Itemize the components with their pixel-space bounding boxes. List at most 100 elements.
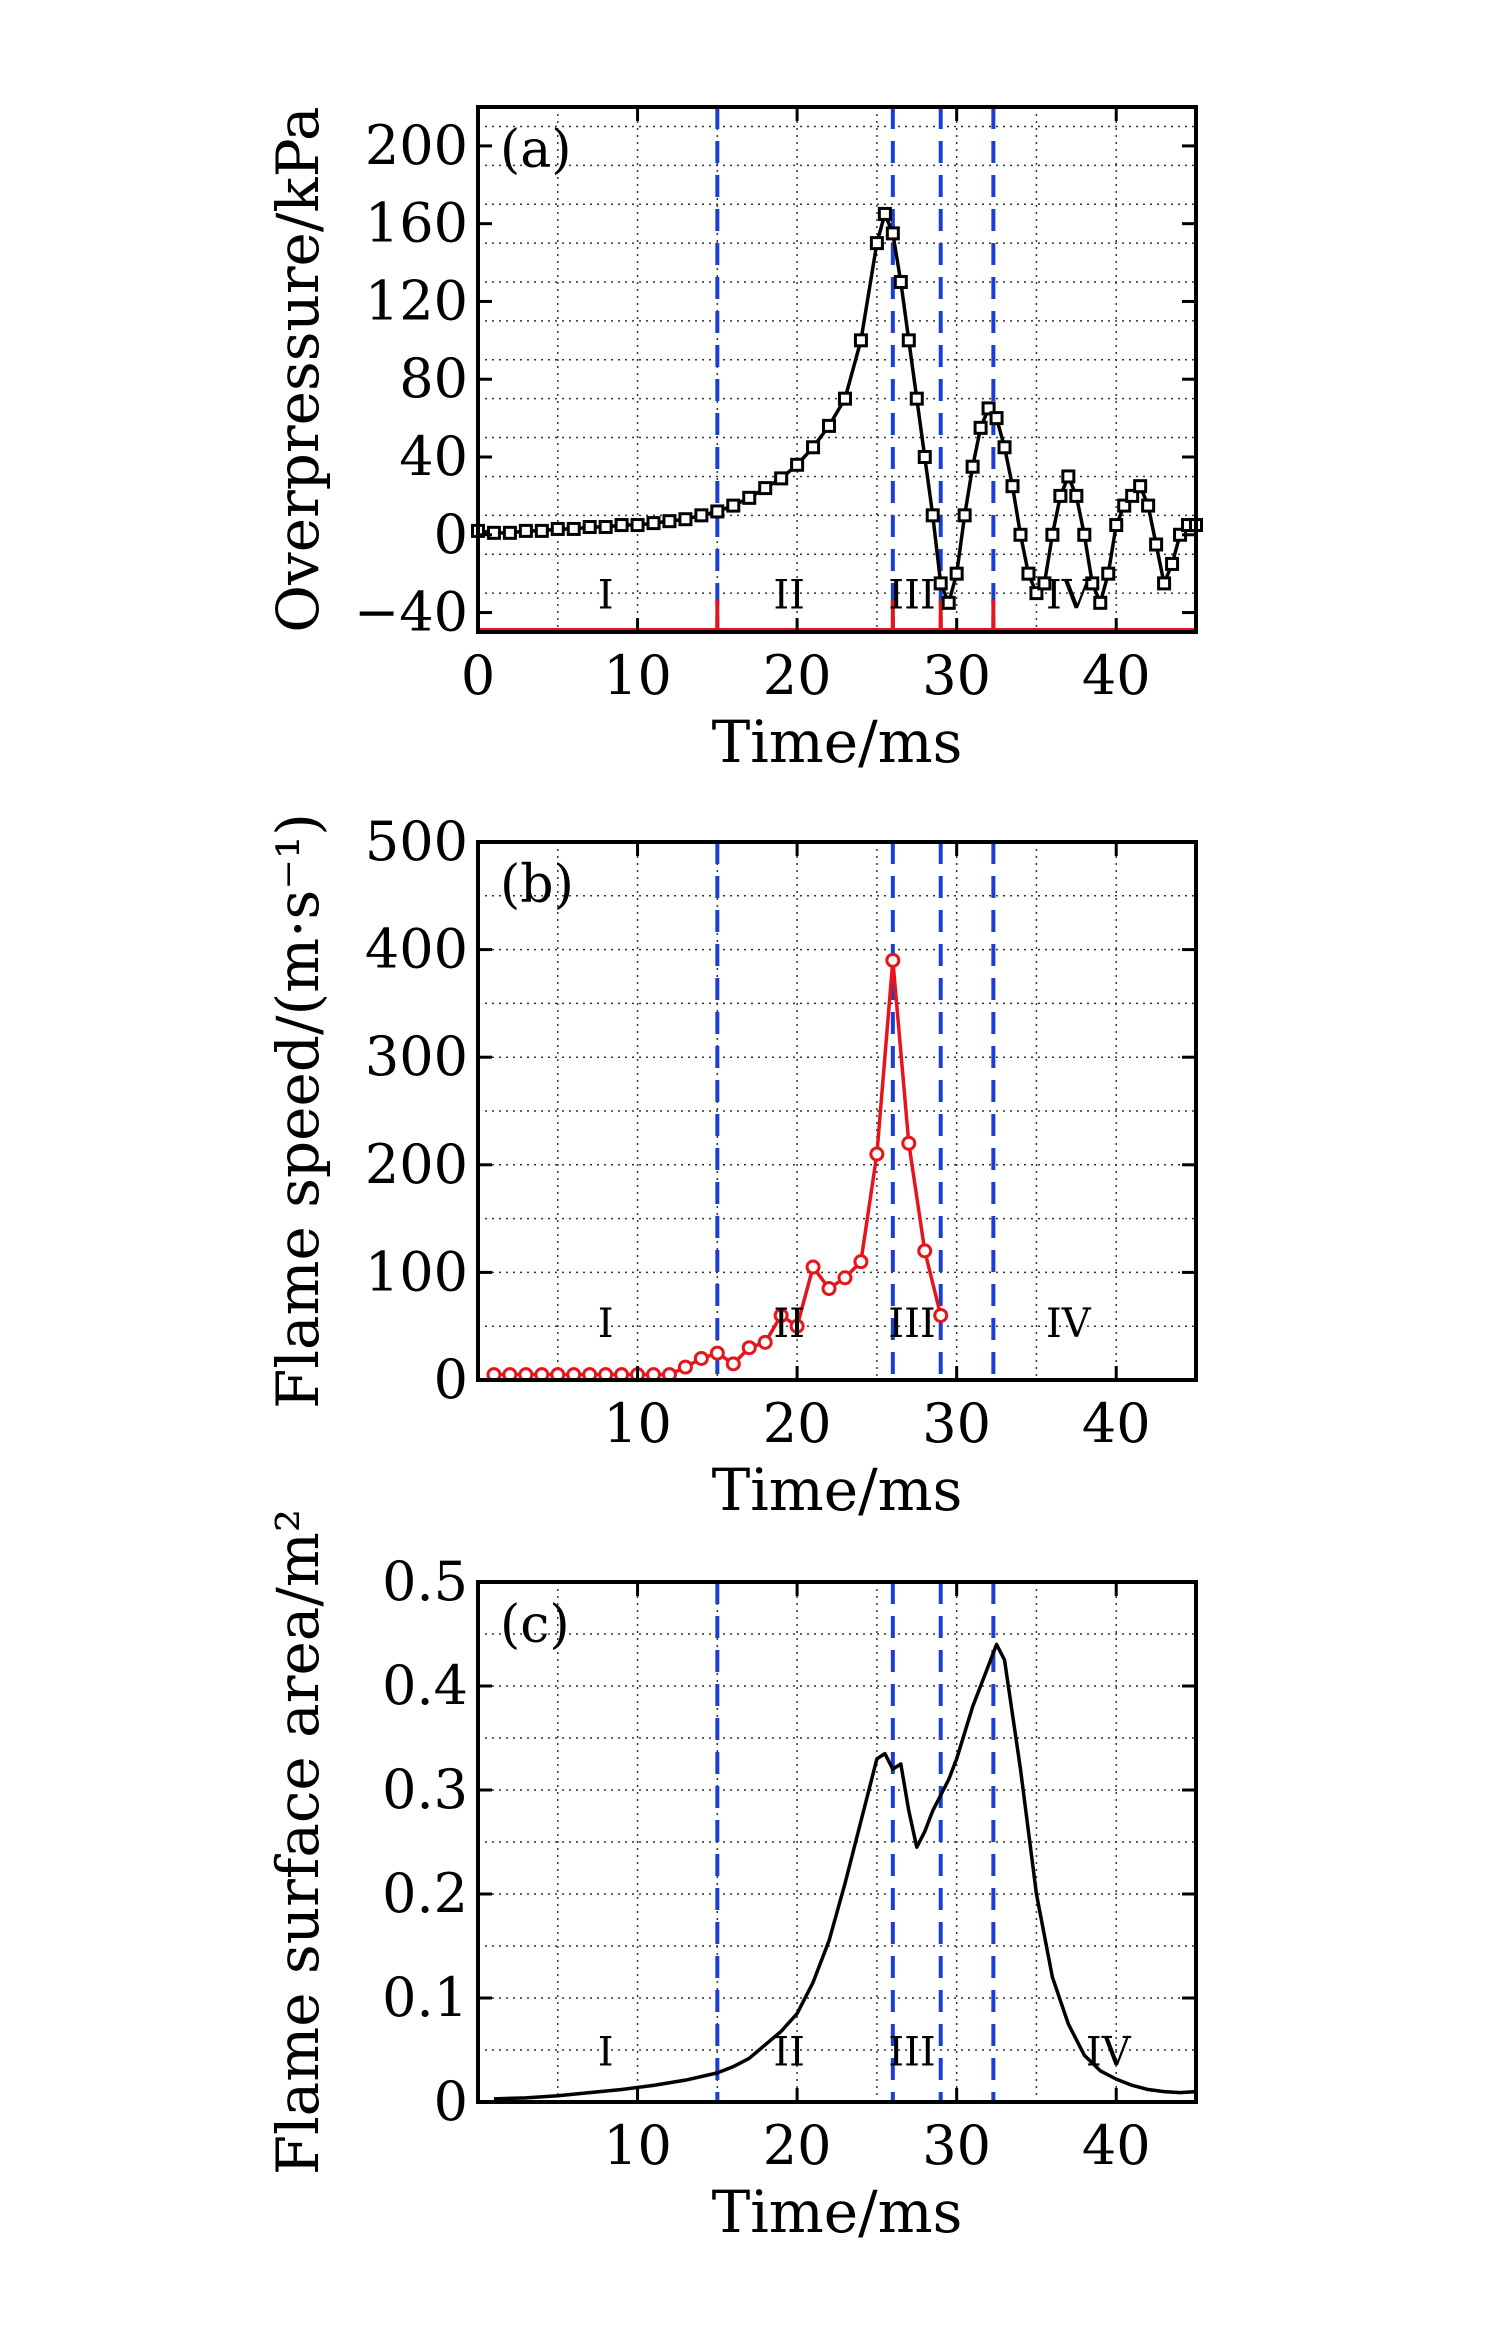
data-point <box>837 1270 853 1286</box>
x-tick-label: 10 <box>603 644 672 707</box>
data-point <box>805 1259 821 1275</box>
data-point <box>693 1350 709 1366</box>
data-point <box>981 401 996 416</box>
series-line <box>477 212 1196 605</box>
data-point <box>534 523 549 538</box>
data-point <box>1061 469 1076 484</box>
y-tick-label: 160 <box>365 192 468 255</box>
data-point <box>1109 518 1124 533</box>
plot-frame <box>476 840 1198 1382</box>
data-point <box>869 1146 885 1162</box>
data-point <box>1029 586 1044 601</box>
x-tick-label: 40 <box>1082 1392 1151 1455</box>
data-point <box>694 508 709 523</box>
data-point <box>486 525 501 540</box>
x-tick-label: 20 <box>763 644 832 707</box>
data-point <box>806 440 821 455</box>
data-point <box>774 471 789 486</box>
region-label: I <box>598 573 614 619</box>
data-point <box>901 333 916 348</box>
data-point <box>742 490 757 505</box>
data-point <box>1125 488 1140 503</box>
data-point <box>1157 576 1172 591</box>
data-point <box>853 333 868 348</box>
data-point <box>893 275 908 289</box>
data-point <box>709 1345 725 1361</box>
data-point <box>1005 479 1020 494</box>
region-label: III <box>888 1301 935 1347</box>
data-point <box>885 952 901 968</box>
region-label: II <box>773 573 805 619</box>
x-axis-title: Time/ms <box>712 1456 963 1524</box>
data-point <box>989 411 1004 426</box>
data-point <box>1093 595 1108 610</box>
region-label: I <box>598 2030 614 2076</box>
x-tick-label: 10 <box>603 1392 672 1455</box>
panel-label: (c) <box>500 1595 570 1655</box>
region-label: IV <box>1046 1301 1092 1347</box>
data-point <box>614 518 629 533</box>
panel-a-overpressure: 0 10 20 30 40−4004080120160200Time/msOverpre… <box>264 105 1203 776</box>
y-tick-label: 40 <box>399 425 468 488</box>
x-tick-label: 30 <box>922 2114 991 2177</box>
data-point <box>837 391 852 406</box>
data-point <box>741 1340 757 1356</box>
data-point <box>1141 498 1156 513</box>
panel-label: (a) <box>500 120 572 180</box>
data-point <box>885 226 900 241</box>
x-tick-label: 40 <box>1082 2114 1151 2177</box>
data-point <box>853 1254 869 1270</box>
data-point <box>1101 566 1116 581</box>
data-point <box>550 521 565 536</box>
data-point <box>1165 556 1180 571</box>
data-point <box>518 523 533 538</box>
data-point <box>949 566 964 581</box>
data-point <box>965 459 980 474</box>
x-tick-label: 30 <box>922 644 991 707</box>
data-point <box>1053 488 1068 503</box>
region-label: III <box>888 573 935 619</box>
data-point <box>1117 498 1132 513</box>
data-point <box>1013 527 1028 542</box>
plot-frame <box>476 105 1198 634</box>
series-line <box>493 1642 1197 2101</box>
y-tick-label: 0.4 <box>382 1654 468 1717</box>
data-point <box>1149 537 1164 552</box>
data-point <box>662 514 677 529</box>
y-tick-label: 0.1 <box>382 1966 468 2029</box>
panel-c-flame-surface-area: 10 20 30 40 0 0.1 0.2 0.3 0.4 0.5 Time/ms Flame sur… <box>264 1509 1198 2246</box>
data-point <box>925 508 940 523</box>
y-tick-label: 80 <box>399 347 468 410</box>
y-tick-label: 0.2 <box>382 1862 468 1925</box>
y-tick-label: 300 <box>365 1025 468 1088</box>
y-tick-label: 200 <box>365 114 468 177</box>
y-tick-label: 200 <box>365 1133 468 1196</box>
data-point <box>997 440 1012 455</box>
data-point <box>1133 479 1148 494</box>
data-point <box>1037 576 1052 591</box>
plot-frame <box>476 1580 1198 2104</box>
data-point <box>933 1307 949 1323</box>
y-tick-label: 400 <box>365 918 468 981</box>
y-tick-label: 0.5 <box>382 1550 468 1613</box>
x-tick-label: 30 <box>922 1392 991 1455</box>
region-label: II <box>773 2030 805 2076</box>
panel-label: (b) <box>500 855 574 915</box>
data-point <box>957 508 972 523</box>
data-point <box>933 576 948 591</box>
x-tick-label: 0 <box>461 644 495 707</box>
y-axis-title: Flame speed/(m·s⁻¹) <box>264 813 332 1409</box>
y-tick-label: −40 <box>354 581 468 644</box>
data-point <box>821 1281 837 1297</box>
data-point <box>502 525 517 540</box>
data-point <box>646 516 661 531</box>
data-point <box>598 520 613 534</box>
x-tick-label: 10 <box>603 2114 672 2177</box>
data-point <box>1069 488 1084 503</box>
data-point <box>582 520 597 534</box>
region-label: IV <box>1086 2030 1132 2076</box>
data-point <box>1045 527 1060 542</box>
y-axis-title: Overpressure/kPa <box>264 106 332 632</box>
data-point <box>790 457 805 472</box>
